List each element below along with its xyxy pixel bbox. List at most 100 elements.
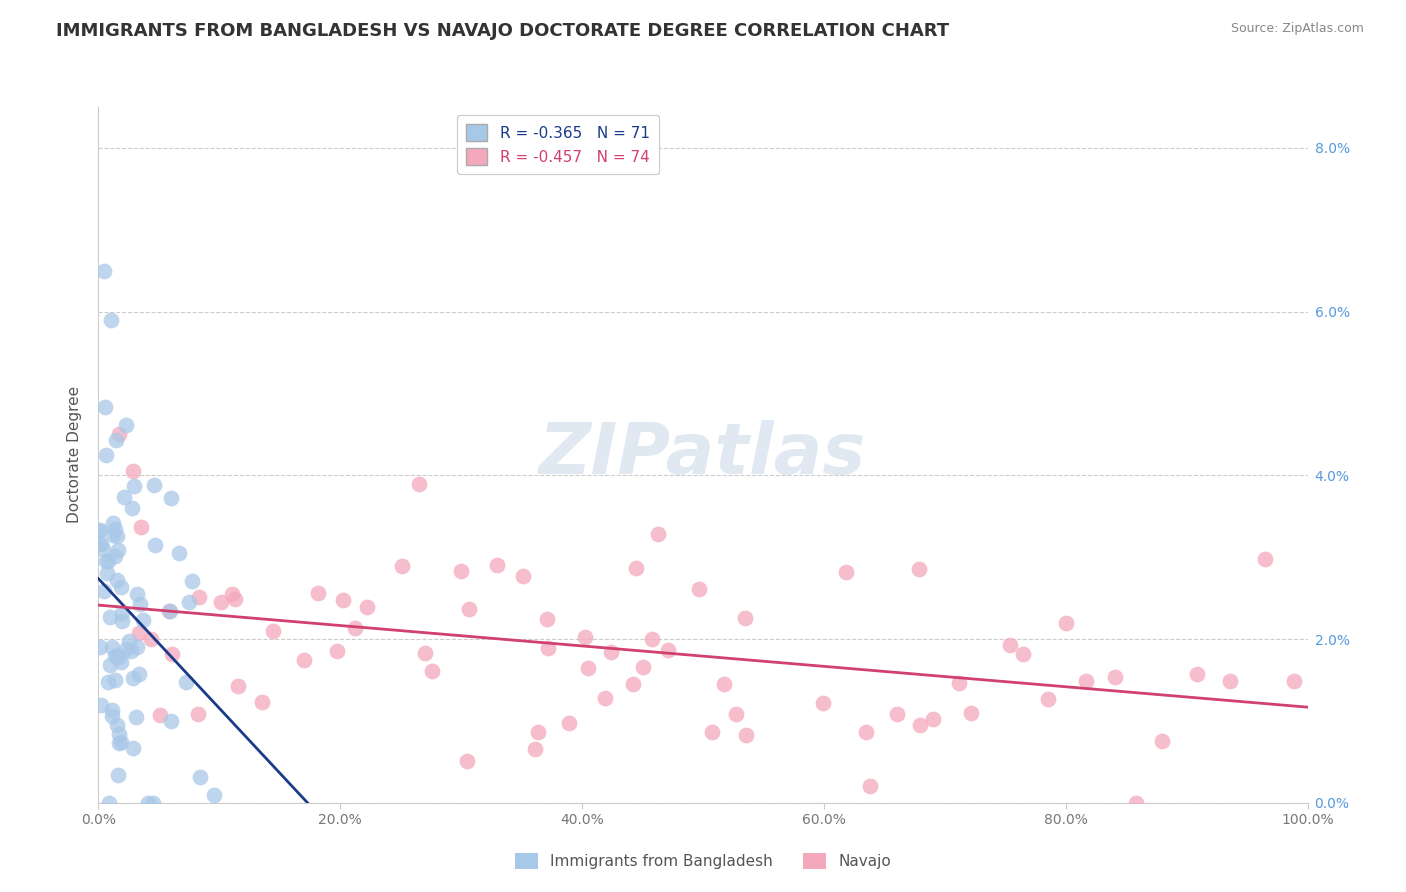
Immigrants from Bangladesh [100,709,122,723]
Immigrants from Bangladesh [93,584,115,599]
Navajo [1187,666,1209,681]
Navajo [621,677,644,691]
Navajo [922,713,945,727]
Navajo [307,586,329,600]
Immigrants from Bangladesh [103,549,125,563]
Navajo [457,602,479,616]
Immigrants from Bangladesh [90,698,112,713]
Y-axis label: Doctorate Degree: Doctorate Degree [67,386,83,524]
Immigrants from Bangladesh [128,667,150,681]
Navajo [688,582,710,597]
Immigrants from Bangladesh [124,479,146,493]
Navajo [344,620,367,634]
Immigrants from Bangladesh [107,543,129,558]
Immigrants from Bangladesh [101,703,124,717]
Immigrants from Bangladesh [114,417,136,432]
Navajo [624,561,647,575]
Navajo [1219,673,1241,688]
Immigrants from Bangladesh [160,714,183,729]
Navajo [456,755,478,769]
Immigrants from Bangladesh [89,640,111,654]
Immigrants from Bangladesh [104,433,127,447]
Navajo [960,706,983,720]
Navajo [129,519,152,533]
Navajo [574,630,596,644]
Navajo [157,604,180,618]
Immigrants from Bangladesh [104,648,127,663]
Navajo [292,653,315,667]
Navajo [558,716,581,731]
Immigrants from Bangladesh [131,613,153,627]
Immigrants from Bangladesh [129,597,152,611]
Navajo [713,676,735,690]
Navajo [640,632,662,646]
Immigrants from Bangladesh [91,541,114,556]
Immigrants from Bangladesh [122,672,145,686]
Navajo [536,612,558,626]
Text: Source: ZipAtlas.com: Source: ZipAtlas.com [1230,22,1364,36]
Immigrants from Bangladesh [174,675,197,690]
Navajo [187,706,209,721]
Immigrants from Bangladesh [118,633,141,648]
Navajo [908,718,931,732]
Navajo [391,558,413,573]
Immigrants from Bangladesh [96,566,118,580]
Immigrants from Bangladesh [110,655,132,669]
Navajo [1000,638,1022,652]
Navajo [813,696,835,710]
Immigrants from Bangladesh [111,607,134,621]
Navajo [1104,670,1126,684]
Navajo [1036,691,1059,706]
Navajo [450,564,472,578]
Navajo [700,725,723,739]
Immigrants from Bangladesh [105,717,128,731]
Immigrants from Bangladesh [108,736,131,750]
Navajo [332,593,354,607]
Immigrants from Bangladesh [110,580,132,594]
Immigrants from Bangladesh [105,573,128,587]
Immigrants from Bangladesh [111,614,134,628]
Immigrants from Bangladesh [136,796,159,810]
Immigrants from Bangladesh [101,528,124,542]
Navajo [657,643,679,657]
Immigrants from Bangladesh [98,609,121,624]
Immigrants from Bangladesh [93,264,115,278]
Immigrants from Bangladesh [98,658,121,673]
Immigrants from Bangladesh [97,554,120,568]
Immigrants from Bangladesh [100,313,122,327]
Immigrants from Bangladesh [188,770,211,784]
Navajo [107,427,129,442]
Immigrants from Bangladesh [115,642,138,657]
Navajo [422,664,444,678]
Immigrants from Bangladesh [108,727,131,741]
Immigrants from Bangladesh [127,640,149,654]
Navajo [835,565,858,579]
Navajo [141,632,163,646]
Navajo [262,624,284,639]
Immigrants from Bangladesh [104,673,127,687]
Legend: R = -0.365   N = 71, R = -0.457   N = 74: R = -0.365 N = 71, R = -0.457 N = 74 [457,115,659,175]
Immigrants from Bangladesh [121,740,143,755]
Immigrants from Bangladesh [105,529,128,543]
Navajo [149,707,172,722]
Navajo [209,595,232,609]
Navajo [226,679,249,693]
Navajo [1125,796,1147,810]
Navajo [647,527,669,541]
Navajo [1074,674,1097,689]
Immigrants from Bangladesh [107,768,129,782]
Navajo [724,706,747,721]
Navajo [252,695,274,709]
Navajo [221,587,243,601]
Immigrants from Bangladesh [202,788,225,802]
Navajo [908,562,931,576]
Immigrants from Bangladesh [90,537,112,551]
Navajo [413,646,436,660]
Immigrants from Bangladesh [177,595,200,609]
Text: IMMIGRANTS FROM BANGLADESH VS NAVAJO DOCTORATE DEGREE CORRELATION CHART: IMMIGRANTS FROM BANGLADESH VS NAVAJO DOC… [56,22,949,40]
Immigrants from Bangladesh [107,648,129,663]
Navajo [631,659,654,673]
Navajo [160,647,183,661]
Navajo [122,464,145,478]
Navajo [1150,734,1173,748]
